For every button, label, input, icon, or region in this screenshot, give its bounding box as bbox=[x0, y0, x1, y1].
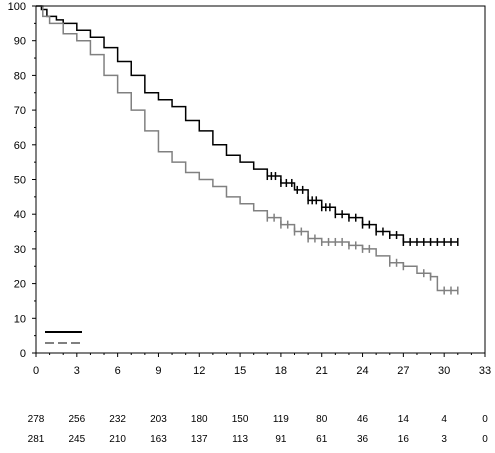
x-tick-label: 0 bbox=[33, 365, 39, 377]
x-tick-label: 9 bbox=[155, 365, 161, 377]
risk-count: 278 bbox=[28, 414, 45, 425]
risk-count: 80 bbox=[316, 414, 328, 425]
risk-count: 16 bbox=[398, 434, 410, 445]
risk-count: 137 bbox=[191, 434, 208, 445]
risk-count: 210 bbox=[109, 434, 126, 445]
axes: 0 10 20 30 40 50 60 70 80 90 100 0 3 6 9 12 15 18 21 24 27 30… bbox=[8, 1, 491, 377]
y-tick-label: 80 bbox=[14, 70, 26, 82]
risk-count: 3 bbox=[441, 434, 447, 445]
x-tick-label: 21 bbox=[316, 365, 328, 377]
series-line-0 bbox=[36, 5, 458, 243]
risk-count: 119 bbox=[273, 414, 289, 425]
series-1 bbox=[36, 5, 459, 295]
risk-count: 36 bbox=[357, 434, 369, 445]
risk-count: 256 bbox=[68, 414, 85, 425]
x-tick-label: 6 bbox=[115, 365, 121, 377]
x-tick-label: 27 bbox=[397, 365, 409, 377]
y-tick-label: 50 bbox=[14, 175, 26, 187]
x-tick-label: 3 bbox=[74, 365, 80, 377]
risk-count: 4 bbox=[441, 414, 447, 425]
risk-count: 245 bbox=[68, 434, 85, 445]
risk-count: 113 bbox=[232, 434, 248, 445]
y-tick-label: 0 bbox=[20, 348, 26, 360]
risk-count: 14 bbox=[398, 414, 410, 425]
y-tick-label: 60 bbox=[14, 140, 26, 152]
risk-table: 278 256 232 203 180 150 119 80 46 14 4 0 281 245 210 16… bbox=[28, 414, 489, 445]
y-tick-label: 30 bbox=[14, 244, 26, 256]
risk-count: 46 bbox=[357, 414, 369, 425]
risk-count: 0 bbox=[482, 434, 488, 445]
y-tick-label: 70 bbox=[14, 105, 26, 117]
risk-count: 281 bbox=[28, 434, 45, 445]
risk-count: 180 bbox=[191, 414, 208, 425]
x-tick-label: 30 bbox=[438, 365, 450, 377]
x-tick-label: 18 bbox=[275, 365, 287, 377]
series-line-1 bbox=[36, 5, 458, 292]
risk-count: 163 bbox=[150, 434, 167, 445]
y-tick-label: 20 bbox=[14, 279, 26, 291]
x-tick-label: 15 bbox=[234, 365, 246, 377]
series-0 bbox=[36, 5, 459, 246]
legend bbox=[45, 331, 82, 344]
y-tick-label: 10 bbox=[14, 313, 26, 325]
y-tick-label: 100 bbox=[8, 1, 26, 13]
series-group bbox=[36, 5, 459, 295]
risk-count: 61 bbox=[316, 434, 328, 445]
x-tick-label: 12 bbox=[193, 365, 205, 377]
y-tick-label: 90 bbox=[14, 36, 26, 48]
risk-count: 0 bbox=[482, 414, 488, 425]
x-tick-label: 33 bbox=[479, 365, 491, 377]
x-tick-label: 24 bbox=[356, 365, 368, 377]
risk-count: 232 bbox=[109, 414, 126, 425]
risk-count: 150 bbox=[232, 414, 249, 425]
risk-count: 91 bbox=[275, 434, 287, 445]
risk-count: 203 bbox=[150, 414, 167, 425]
y-tick-label: 40 bbox=[14, 209, 26, 221]
